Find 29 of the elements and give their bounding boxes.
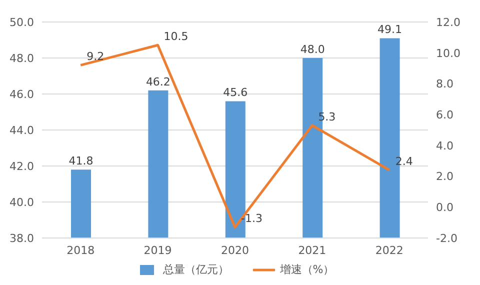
data-label: 10.5 [164, 30, 188, 44]
y2-tick-label: 10.0 [436, 46, 460, 60]
y2-tick-label: 4.0 [436, 139, 454, 152]
y-tick-label: 42.0 [10, 160, 34, 173]
y2-tick-label: 0.0 [436, 201, 454, 214]
data-label: 41.8 [68, 154, 94, 168]
x-tick-label: 2019 [144, 244, 172, 257]
y2-tick-label: 2.0 [436, 170, 454, 184]
data-label: 48.0 [300, 43, 325, 56]
x-tick-label: 2022 [375, 244, 404, 257]
data-label: 49.1 [378, 23, 402, 36]
data-label: 9.2 [86, 50, 104, 64]
x-tick-label: 2021 [298, 244, 326, 257]
y2-tick-label: -2.0 [436, 232, 458, 245]
x-tick-label: 2018 [66, 244, 95, 257]
y2-tick-label: 6.0 [436, 108, 454, 122]
y2-tick-label: 8.0 [436, 78, 454, 91]
y-tick-label: 44.0 [10, 124, 34, 137]
x-tick-label: 2020 [221, 244, 249, 257]
data-label: 46.2 [146, 75, 170, 88]
data-label: 45.6 [223, 86, 248, 100]
y-tick-label: 48.0 [10, 52, 34, 65]
y-tick-label: 40.0 [10, 196, 34, 209]
y-tick-label: 46.0 [10, 88, 34, 101]
y2-tick-label: 12.0 [436, 16, 460, 29]
legend-label: 增速（%） [278, 262, 334, 277]
legend-label: 总量（亿元） [162, 262, 229, 277]
y-tick-label: 50.0 [10, 16, 34, 29]
y-tick-label: 38.0 [10, 232, 34, 245]
